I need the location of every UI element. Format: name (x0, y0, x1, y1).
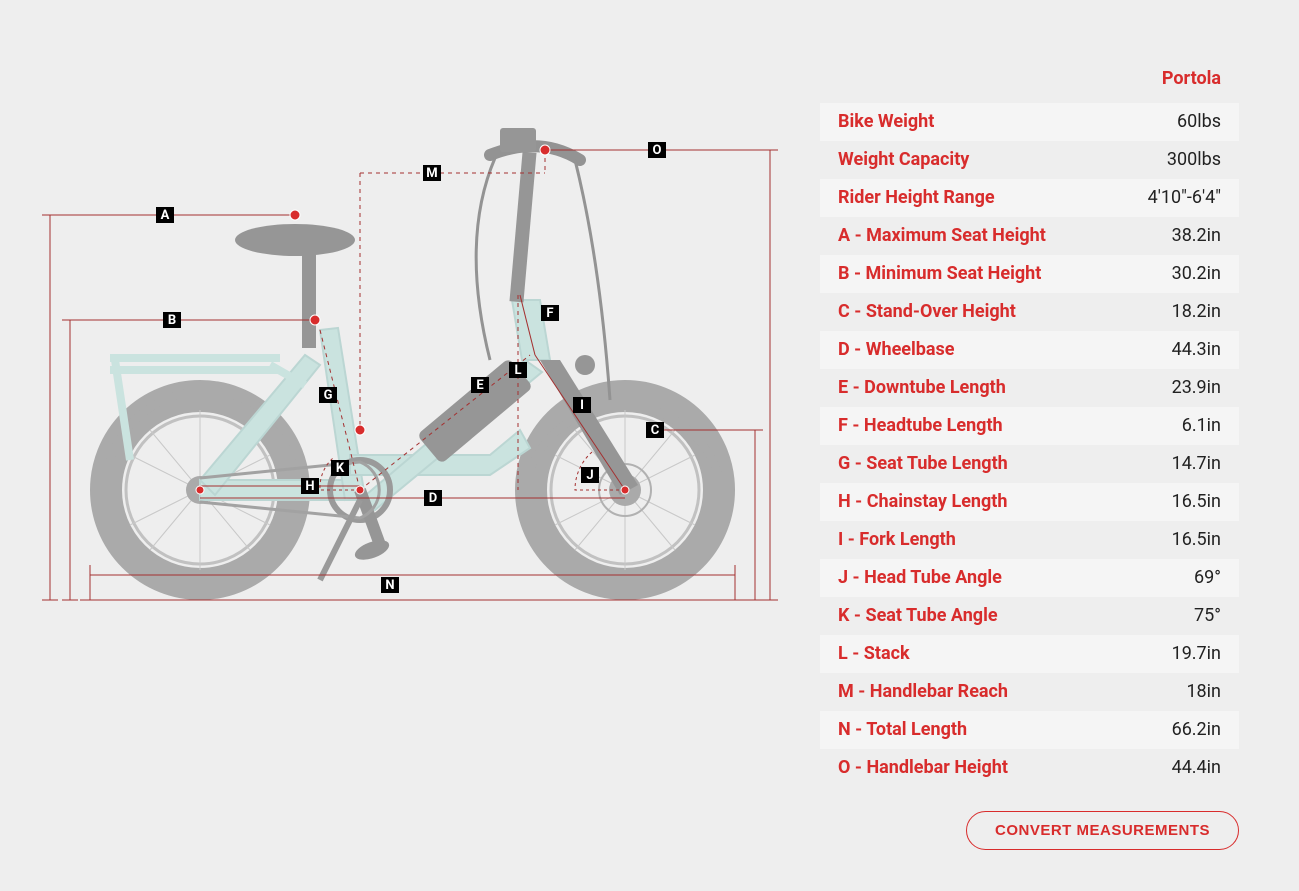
spec-row: I - Fork Length 16.5in (820, 521, 1239, 559)
model-name: Portola (820, 60, 1239, 103)
spec-row: F - Headtube Length 6.1in (820, 407, 1239, 445)
dim-label-text-K: K (336, 461, 345, 476)
dim-label-text-O: O (653, 143, 662, 158)
spec-label: C - Stand-Over Height (838, 299, 1016, 325)
spec-row: Weight Capacity 300lbs (820, 141, 1239, 179)
spec-row: N - Total Length 66.2in (820, 711, 1239, 749)
convert-measurements-button[interactable]: CONVERT MEASUREMENTS (966, 811, 1239, 850)
spec-label: G - Seat Tube Length (838, 451, 1008, 477)
dim-label-text-E: E (476, 378, 484, 393)
dim-label-text-J: J (586, 468, 593, 483)
dim-label-text-A: A (161, 208, 170, 223)
spec-label: I - Fork Length (838, 527, 956, 553)
spec-label: B - Minimum Seat Height (838, 261, 1041, 287)
spec-value: 6.1in (1182, 413, 1221, 439)
spec-row: H - Chainstay Length 16.5in (820, 483, 1239, 521)
spec-label: O - Handlebar Height (838, 755, 1008, 781)
spec-value: 4'10"-6'4" (1148, 185, 1221, 211)
spec-value: 16.5in (1172, 527, 1221, 553)
dim-label-text-I: I (580, 398, 584, 413)
dim-label-text-N: N (385, 578, 394, 593)
spec-value: 18in (1186, 679, 1221, 705)
spec-label: Weight Capacity (838, 147, 969, 173)
spec-row: O - Handlebar Height 44.4in (820, 749, 1239, 787)
spec-row: G - Seat Tube Length 14.7in (820, 445, 1239, 483)
spec-label: K - Seat Tube Angle (838, 603, 998, 629)
spec-label: D - Wheelbase (838, 337, 955, 363)
spec-value: 69° (1194, 565, 1221, 591)
spec-label: A - Maximum Seat Height (838, 223, 1046, 249)
spec-value: 44.3in (1172, 337, 1221, 363)
spec-row: B - Minimum Seat Height 30.2in (820, 255, 1239, 293)
spec-value: 66.2in (1172, 717, 1221, 743)
spec-row: A - Maximum Seat Height 38.2in (820, 217, 1239, 255)
dim-label-text-H: H (305, 479, 314, 494)
spec-value: 18.2in (1172, 299, 1221, 325)
spec-row: K - Seat Tube Angle 75° (820, 597, 1239, 635)
spec-value: 38.2in (1172, 223, 1221, 249)
dim-label-text-L: L (514, 363, 521, 378)
spec-value: 23.9in (1172, 375, 1221, 401)
spec-label: E - Downtube Length (838, 375, 1006, 401)
spec-value: 75° (1194, 603, 1221, 629)
spec-value: 14.7in (1172, 451, 1221, 477)
dim-label-text-C: C (651, 423, 660, 438)
dim-label-text-B: B (168, 313, 176, 328)
spec-label: M - Handlebar Reach (838, 679, 1008, 705)
spec-row: Bike Weight 60lbs (820, 103, 1239, 141)
spec-value: 44.4in (1172, 755, 1221, 781)
spec-label: Rider Height Range (838, 185, 995, 211)
spec-label: H - Chainstay Length (838, 489, 1007, 515)
spec-value: 60lbs (1177, 109, 1221, 135)
spec-table-panel: Portola Bike Weight 60lbs Weight Capacity 3… (780, 40, 1239, 851)
spec-row: C - Stand-Over Height 18.2in (820, 293, 1239, 331)
spec-row: E - Downtube Length 23.9in (820, 369, 1239, 407)
spec-table: Bike Weight 60lbs Weight Capacity 300lbs Rid… (820, 103, 1239, 787)
spec-row: J - Head Tube Angle 69° (820, 559, 1239, 597)
spec-label: N - Total Length (838, 717, 967, 743)
spec-value: 16.5in (1172, 489, 1221, 515)
spec-row: L - Stack 19.7in (820, 635, 1239, 673)
spec-row: Rider Height Range 4'10"-6'4" (820, 179, 1239, 217)
spec-row: M - Handlebar Reach 18in (820, 673, 1239, 711)
diagram-svg: A B C D E F G H I J K L M N O (20, 60, 780, 620)
dim-label-text-F: F (546, 306, 553, 321)
spec-label: J - Head Tube Angle (838, 565, 1002, 591)
dim-label-text-D: D (429, 491, 437, 506)
spec-value: 300lbs (1167, 147, 1221, 173)
geometry-diagram: A B C D E F G H I J K L M N O (20, 60, 780, 620)
spec-label: L - Stack (838, 641, 910, 667)
spec-value: 30.2in (1172, 261, 1221, 287)
dim-label-text-M: M (426, 166, 437, 181)
dim-label-text-G: G (324, 388, 333, 403)
spec-value: 19.7in (1172, 641, 1221, 667)
spec-row: D - Wheelbase 44.3in (820, 331, 1239, 369)
spec-label: F - Headtube Length (838, 413, 1003, 439)
spec-label: Bike Weight (838, 109, 934, 135)
